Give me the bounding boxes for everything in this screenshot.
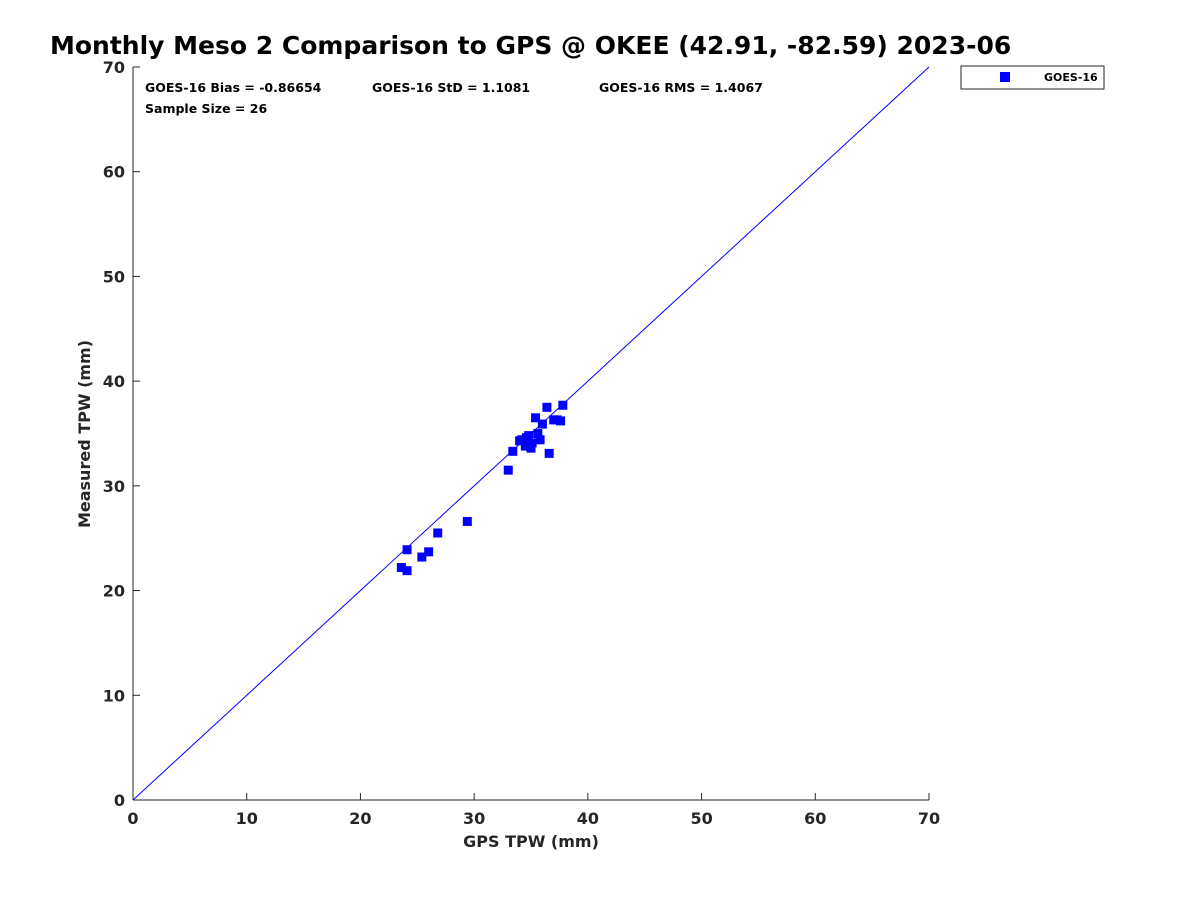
legend-label-goes-16: GOES-16	[1044, 71, 1098, 84]
data-point	[402, 545, 412, 555]
x-tick-label: 50	[690, 809, 712, 828]
x-tick-label: 20	[349, 809, 371, 828]
data-point	[402, 566, 412, 576]
stats-annotations: GOES-16 Bias = -0.86654 GOES-16 StD = 1.…	[145, 80, 763, 116]
data-point	[526, 443, 536, 453]
data-point	[517, 435, 527, 445]
data-point	[462, 516, 472, 526]
y-tick-label: 20	[103, 582, 125, 601]
y-tick-label: 40	[103, 372, 125, 391]
data-point	[535, 435, 545, 445]
rms-annotation: GOES-16 RMS = 1.4067	[599, 80, 763, 95]
y-tick-label: 50	[103, 267, 125, 286]
y-tick-label: 0	[114, 791, 125, 810]
data-point	[558, 400, 568, 410]
x-tick-label: 0	[127, 809, 138, 828]
data-point	[503, 465, 513, 475]
chart-title: Monthly Meso 2 Comparison to GPS @ OKEE …	[50, 31, 1011, 60]
data-point	[524, 431, 534, 441]
legend-marker-goes-16	[1000, 72, 1010, 82]
data-point	[533, 429, 543, 438]
data-points	[396, 400, 568, 576]
y-axis-label: Measured TPW (mm)	[75, 340, 94, 528]
std-annotation: GOES-16 StD = 1.1081	[372, 80, 530, 95]
x-tick-label: 40	[577, 809, 599, 828]
sample-size-annotation: Sample Size = 26	[145, 101, 267, 116]
axes: 0 10 20 30 40 50 60 70 0 10 20 30 40 50 60 70	[103, 58, 940, 828]
y-tick-label: 60	[103, 163, 125, 182]
data-point	[433, 528, 443, 538]
data-point	[424, 547, 434, 557]
data-point	[417, 552, 427, 562]
x-tick-label: 70	[918, 809, 940, 828]
y-tick-label: 70	[103, 58, 125, 77]
data-point	[544, 448, 554, 458]
data-point	[556, 416, 566, 426]
bias-annotation: GOES-16 Bias = -0.86654	[145, 80, 322, 95]
x-tick-label: 30	[463, 809, 485, 828]
x-tick-label: 10	[236, 809, 258, 828]
legend-box	[960, 65, 1105, 90]
data-point	[508, 446, 518, 456]
data-point	[531, 413, 541, 423]
data-point	[542, 402, 552, 412]
x-axis-label: GPS TPW (mm)	[463, 832, 599, 851]
y-tick-label: 10	[103, 686, 125, 705]
y-tick-label: 30	[103, 477, 125, 496]
x-tick-label: 60	[804, 809, 826, 828]
legend: GOES-16	[960, 65, 1105, 90]
data-point	[520, 441, 530, 451]
data-point	[527, 438, 537, 448]
data-point	[396, 563, 406, 573]
data-point	[537, 419, 547, 429]
